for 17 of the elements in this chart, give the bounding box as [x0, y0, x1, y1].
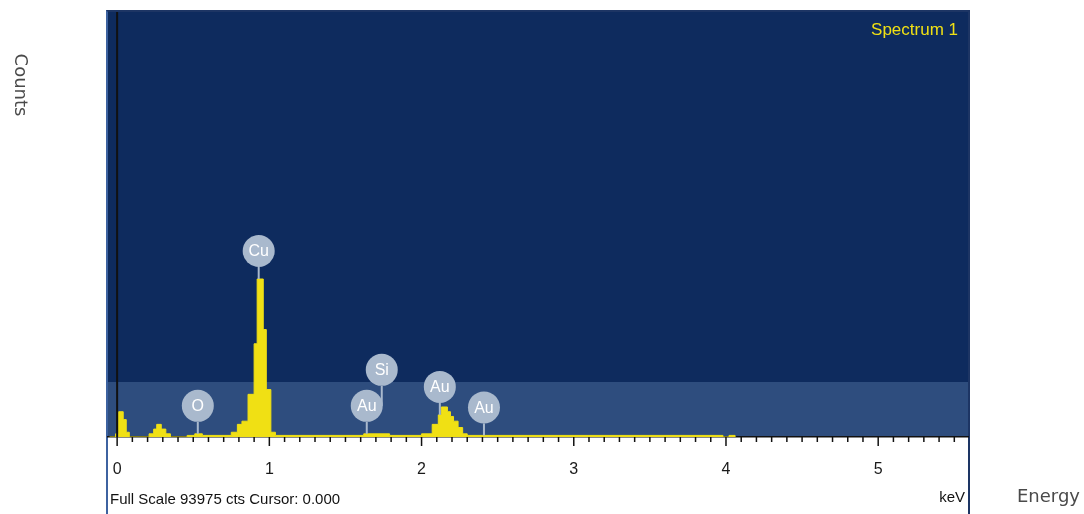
- x-tick-label: 1: [264, 460, 274, 478]
- annotation: Si: [374, 361, 389, 379]
- text: keV: [939, 488, 965, 506]
- text: Full Scale 93975 cts Cursor: 0.000: [110, 490, 341, 508]
- x-tick-label: 0: [112, 460, 122, 478]
- x-tick-label: 2: [417, 460, 427, 478]
- annotation: O: [191, 397, 205, 415]
- x-tick-label: 4: [721, 460, 731, 478]
- x-axis-title: Energy: [1016, 484, 1081, 506]
- annotation: Au: [430, 378, 450, 396]
- annotation: Au: [474, 398, 494, 416]
- x-tick-label: 3: [569, 460, 579, 478]
- text: Spectrum 1: [871, 19, 958, 39]
- annotation: Au: [356, 397, 377, 415]
- annotation: Cu: [248, 242, 269, 260]
- text: Counts: [11, 53, 33, 117]
- x-tick-label: 5: [873, 460, 883, 478]
